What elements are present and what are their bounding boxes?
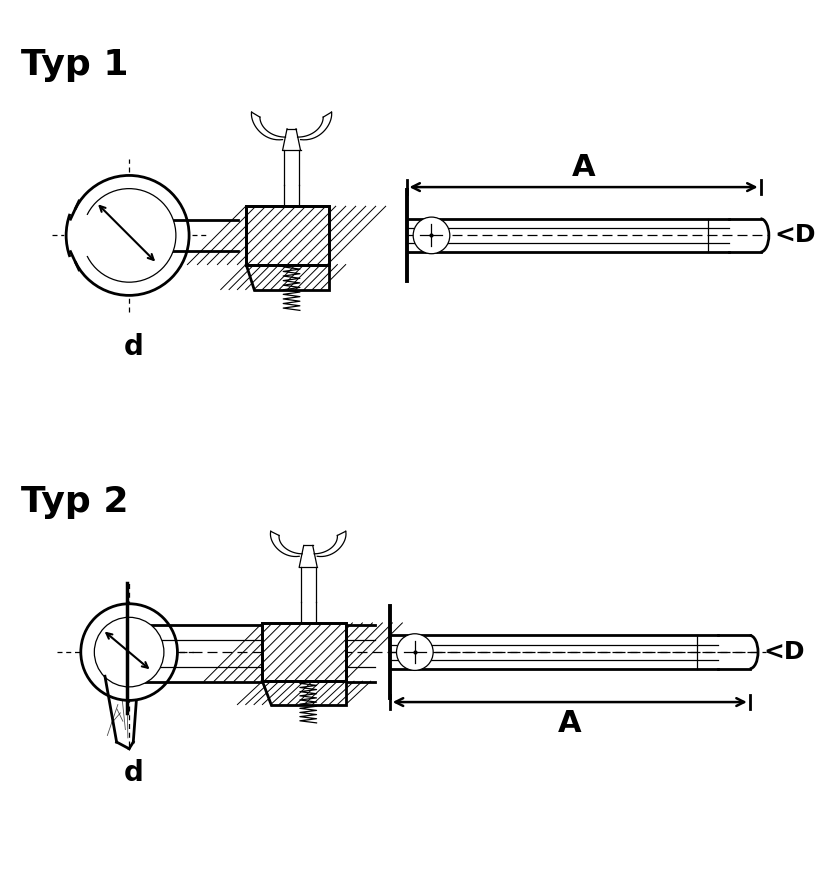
Circle shape	[81, 604, 177, 700]
Polygon shape	[246, 264, 329, 290]
Circle shape	[82, 189, 176, 283]
Text: d: d	[123, 759, 143, 787]
Circle shape	[69, 175, 189, 296]
Polygon shape	[262, 682, 346, 704]
Text: Typ 1: Typ 1	[21, 48, 128, 82]
Bar	[262, 623, 346, 682]
Circle shape	[413, 217, 450, 254]
Bar	[246, 206, 329, 264]
Text: Typ 2: Typ 2	[21, 486, 128, 520]
Wedge shape	[65, 208, 129, 262]
Text: <D: <D	[775, 223, 816, 248]
Bar	[246, 206, 329, 264]
Wedge shape	[81, 215, 129, 256]
Text: A: A	[571, 153, 596, 182]
Circle shape	[94, 617, 164, 687]
Bar	[262, 623, 346, 682]
Text: d: d	[123, 332, 143, 360]
Circle shape	[397, 634, 433, 670]
Text: <D: <D	[764, 640, 806, 664]
Text: A: A	[558, 709, 581, 738]
